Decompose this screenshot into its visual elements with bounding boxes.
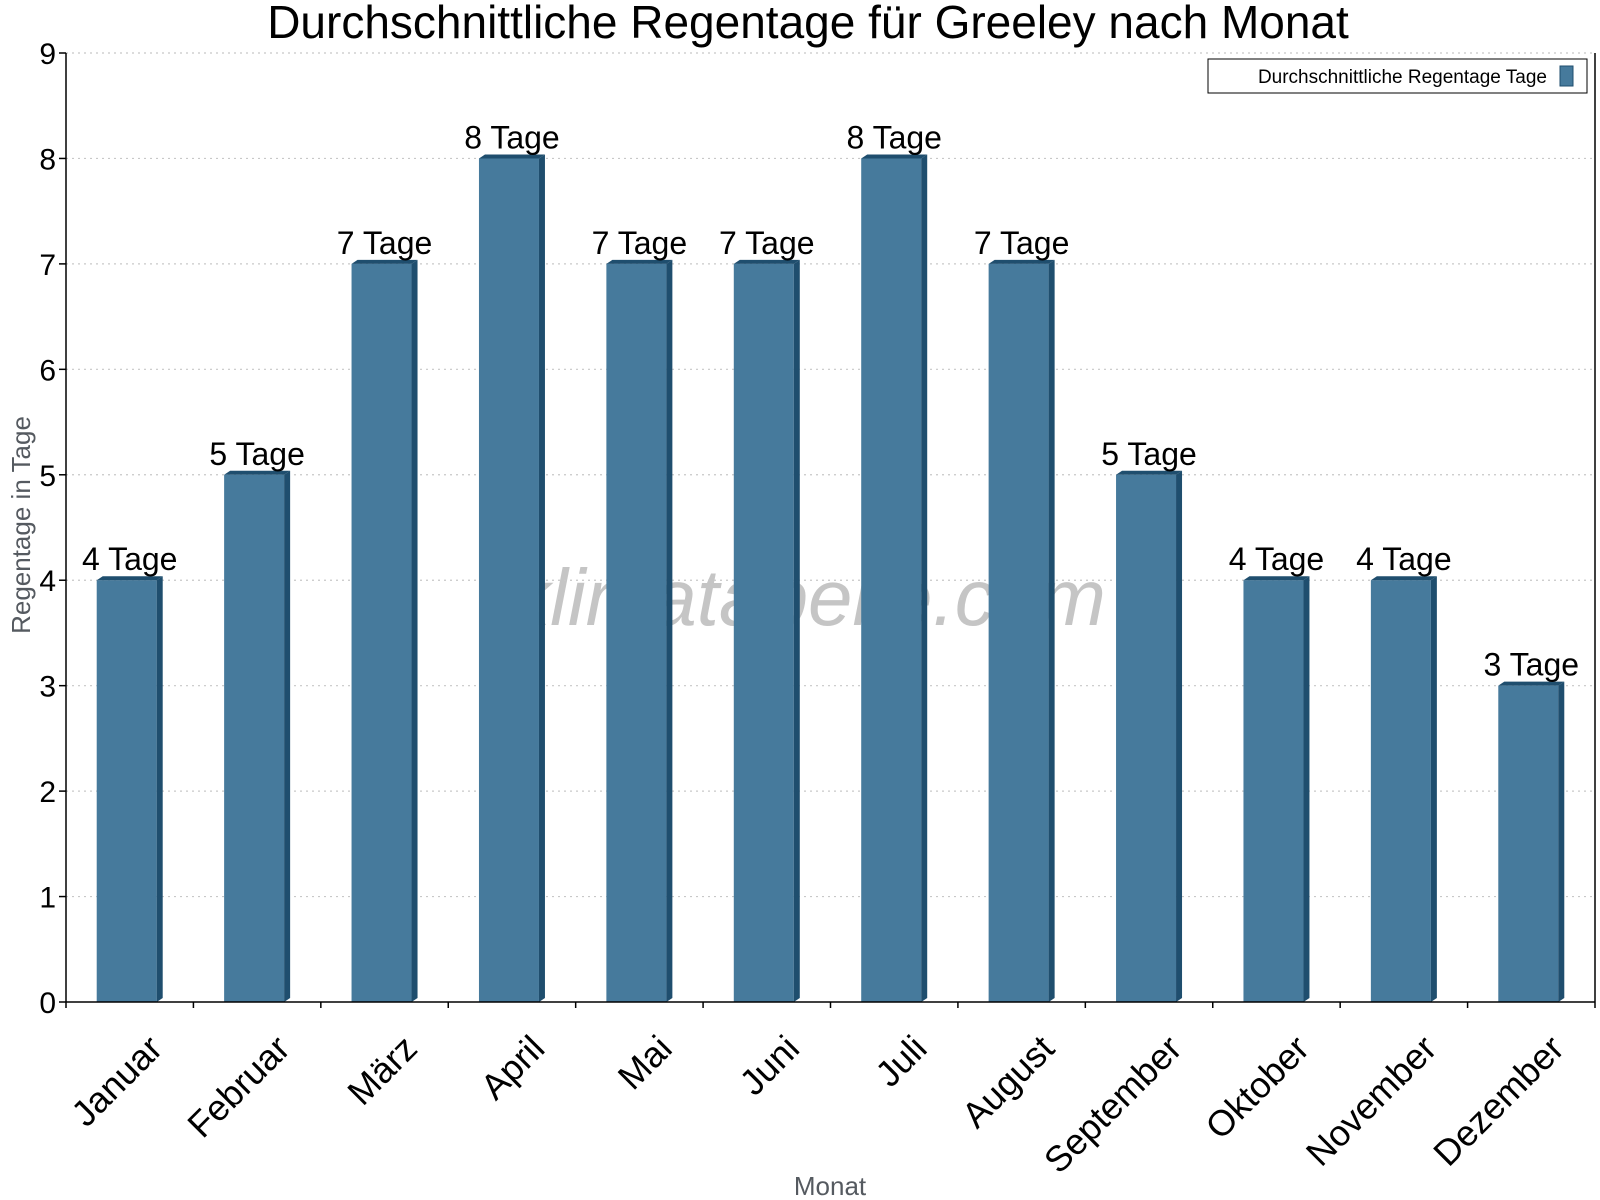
bar-top (861, 154, 928, 159)
bar-10 (1243, 576, 1310, 1002)
bar-9 (1116, 470, 1183, 1002)
grid-lines (66, 52, 1595, 898)
bar-7 (861, 154, 928, 1002)
x-tick-label: April (472, 1027, 552, 1107)
bar-front (478, 158, 539, 1002)
bar-front (1116, 474, 1177, 1002)
bar-side (411, 259, 418, 1002)
bar-side (284, 470, 291, 1002)
bar-2 (224, 470, 291, 1002)
bar-top (478, 154, 545, 159)
legend: Durchschnittliche Regentage Tage (1207, 58, 1588, 94)
y-tick-label: 8 (39, 143, 56, 176)
bar-side (156, 576, 163, 1002)
bar-5 (606, 259, 673, 1002)
bar-value-label: 7 Tage (337, 225, 433, 261)
bar-value-label: 5 Tage (209, 436, 305, 472)
y-tick-label: 1 (39, 882, 56, 915)
chart-title: Durchschnittliche Regentage für Greeley … (267, 0, 1349, 48)
bar-side (1048, 259, 1055, 1002)
bar-12 (1498, 681, 1565, 1002)
x-tick-label: Dezember (1425, 1027, 1571, 1173)
x-tick-label: Juni (731, 1027, 807, 1103)
bar-value-label: 7 Tage (974, 225, 1070, 261)
legend-entry-label: Durchschnittliche Regentage Tage (1258, 67, 1547, 88)
y-axis-label: Regentage in Tage (6, 416, 36, 634)
bar-value-label: 4 Tage (1229, 541, 1325, 577)
bar-11 (1370, 576, 1437, 1002)
bar-value-labels: 4 Tage 5 Tage 7 Tage 8 Tage 7 Tage 7 Tage 8 Ta… (82, 119, 1579, 682)
x-tick-labels: Januar Februar März April Mai Juni Juli AugustS… (63, 1027, 1571, 1181)
x-tick-label: Juli (867, 1027, 934, 1094)
bar-front (606, 263, 667, 1002)
x-tick-label: Mai (610, 1027, 680, 1097)
bar-top (606, 259, 673, 264)
x-tick-label: September (1036, 1027, 1190, 1181)
bar-3 (351, 259, 418, 1002)
bar-side (1176, 470, 1183, 1002)
y-tick-label: 5 (39, 460, 56, 493)
bar-top (96, 576, 163, 581)
bar-8 (988, 259, 1055, 1002)
bar-side (666, 259, 673, 1002)
bar-side (921, 154, 928, 1002)
x-tick-label: Oktober (1197, 1027, 1317, 1147)
bar-side (1558, 681, 1565, 1002)
y-tick-label: 4 (39, 565, 56, 598)
bar-front (224, 474, 285, 1002)
bar-side (1303, 576, 1310, 1002)
x-tick-label: Januar (63, 1027, 170, 1134)
bar-value-label: 7 Tage (719, 225, 815, 261)
bar-top (1498, 681, 1565, 686)
bar-4 (478, 154, 545, 1002)
bars (96, 154, 1565, 1002)
bar-value-label: 4 Tage (82, 541, 178, 577)
x-tick-label: März (339, 1027, 425, 1113)
bar-side (1430, 576, 1437, 1002)
y-tick-label: 3 (39, 671, 56, 704)
y-tick-label: 6 (39, 354, 56, 387)
bar-top (1370, 576, 1437, 581)
bar-front (1243, 580, 1304, 1002)
bar-front (988, 263, 1049, 1002)
bar-front (861, 158, 922, 1002)
y-tick-label: 9 (39, 38, 56, 71)
y-tick-label: 0 (39, 987, 56, 1020)
bar-front (733, 263, 794, 1002)
bar-side (538, 154, 545, 1002)
y-tick-labels: 0 1 2 3 4 5 6 7 8 9 (39, 38, 56, 1020)
bar-1 (96, 576, 163, 1002)
bar-front (351, 263, 412, 1002)
bar-top (988, 259, 1055, 264)
bar-front (96, 580, 157, 1002)
bar-top (351, 259, 418, 264)
bar-6 (733, 259, 800, 1002)
legend-swatch (1559, 65, 1574, 87)
bar-top (733, 259, 800, 264)
axes (59, 52, 1596, 1008)
bar-front (1370, 580, 1431, 1002)
x-tick-label: November (1298, 1027, 1444, 1173)
bar-value-label: 8 Tage (464, 119, 560, 155)
bar-value-label: 3 Tage (1484, 647, 1580, 683)
bar-value-label: 5 Tage (1101, 436, 1197, 472)
bar-front (1498, 685, 1559, 1002)
legend-box (1207, 58, 1588, 94)
y-tick-label: 2 (39, 776, 56, 809)
bar-side (793, 259, 800, 1002)
bar-top (1116, 470, 1183, 475)
bar-top (224, 470, 291, 475)
y-tick-label: 7 (39, 249, 56, 282)
bar-value-label: 7 Tage (592, 225, 688, 261)
x-axis-label: Monat (794, 1171, 867, 1200)
bar-value-label: 8 Tage (846, 119, 942, 155)
x-tick-label: August (954, 1027, 1062, 1135)
bar-value-label: 4 Tage (1356, 541, 1452, 577)
x-tick-label: Februar (179, 1027, 297, 1145)
bar-top (1243, 576, 1310, 581)
